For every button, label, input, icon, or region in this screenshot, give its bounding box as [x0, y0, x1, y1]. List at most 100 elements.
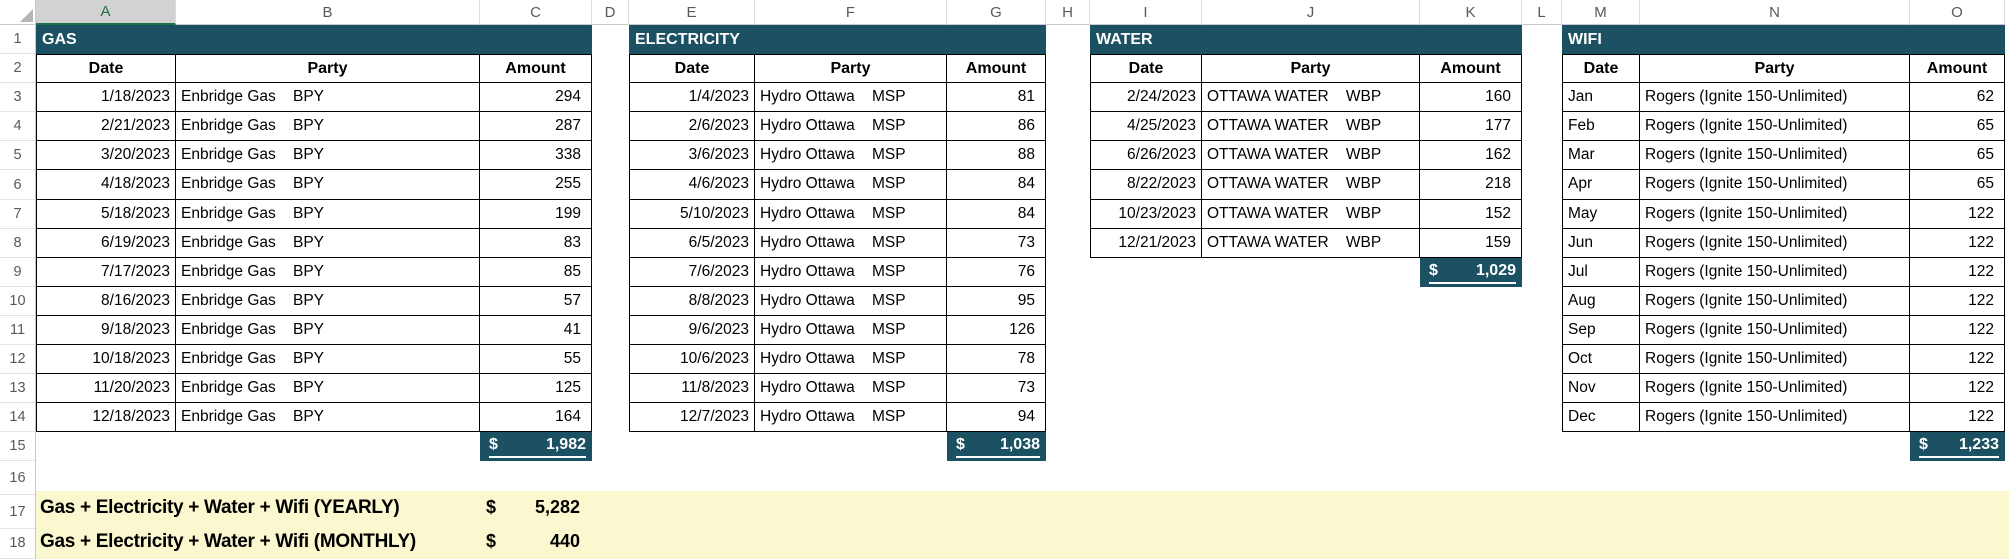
column-header[interactable]: O	[1910, 0, 2005, 25]
month-cell[interactable]: Oct	[1562, 345, 1640, 375]
amount-cell[interactable]: 160	[1420, 83, 1522, 113]
row-header[interactable]: 4	[0, 112, 35, 142]
amount-cell[interactable]: 65	[1910, 170, 2005, 200]
row-header[interactable]: 1	[0, 25, 35, 55]
party-cell[interactable]: Hydro Ottawa MSP	[755, 345, 947, 375]
month-cell[interactable]: Jan	[1562, 83, 1640, 113]
amount-cell[interactable]: 199	[480, 199, 592, 229]
wifi-total-cell[interactable]: $ 1,233	[1910, 432, 2005, 462]
date-cell[interactable]: 5/10/2023	[629, 199, 755, 229]
gas-header-amount[interactable]: Amount	[480, 54, 592, 84]
month-cell[interactable]: Jun	[1562, 228, 1640, 258]
amount-cell[interactable]: 84	[947, 199, 1046, 229]
party-cell[interactable]: Hydro Ottawa MSP	[755, 228, 947, 258]
column-header[interactable]: K	[1420, 0, 1522, 25]
date-cell[interactable]: 1/18/2023	[36, 83, 176, 113]
column-header[interactable]: B	[176, 0, 480, 25]
wifi-header-party[interactable]: Party	[1640, 54, 1910, 84]
party-cell[interactable]: Hydro Ottawa MSP	[755, 315, 947, 346]
amount-cell[interactable]: 152	[1420, 199, 1522, 229]
amount-cell[interactable]: 122	[1910, 315, 2005, 346]
party-cell[interactable]: Rogers (Ignite 150-Unlimited)	[1640, 199, 1910, 229]
amount-cell[interactable]: 95	[947, 286, 1046, 316]
party-cell[interactable]: Hydro Ottawa MSP	[755, 403, 947, 433]
amount-cell[interactable]: 65	[1910, 112, 2005, 142]
date-cell[interactable]: 4/25/2023	[1090, 112, 1202, 142]
amount-cell[interactable]: 126	[947, 315, 1046, 346]
amount-cell[interactable]: 57	[480, 286, 592, 316]
row-header[interactable]: 11	[0, 315, 35, 346]
row-header[interactable]: 3	[0, 83, 35, 113]
row-header[interactable]: 10	[0, 286, 35, 316]
electricity-total-cell[interactable]: $ 1,038	[947, 432, 1046, 462]
amount-cell[interactable]: 41	[480, 315, 592, 346]
party-cell[interactable]: Rogers (Ignite 150-Unlimited)	[1640, 374, 1910, 404]
amount-cell[interactable]: 338	[480, 141, 592, 171]
row-header[interactable]: 18	[0, 529, 35, 559]
party-cell[interactable]: Hydro Ottawa MSP	[755, 374, 947, 404]
column-header[interactable]: D	[592, 0, 629, 25]
water-header-party[interactable]: Party	[1202, 54, 1420, 84]
date-cell[interactable]: 8/22/2023	[1090, 170, 1202, 200]
party-cell[interactable]: Rogers (Ignite 150-Unlimited)	[1640, 170, 1910, 200]
party-cell[interactable]: Hydro Ottawa MSP	[755, 112, 947, 142]
column-header[interactable]: J	[1202, 0, 1420, 25]
amount-cell[interactable]: 255	[480, 170, 592, 200]
party-cell[interactable]: Hydro Ottawa MSP	[755, 257, 947, 287]
column-header[interactable]: F	[755, 0, 947, 25]
amount-cell[interactable]: 122	[1910, 199, 2005, 229]
month-cell[interactable]: Aug	[1562, 286, 1640, 316]
water-header-amount[interactable]: Amount	[1420, 54, 1522, 84]
row-header[interactable]: 7	[0, 199, 35, 229]
month-cell[interactable]: Mar	[1562, 141, 1640, 171]
column-header[interactable]: L	[1522, 0, 1562, 25]
amount-cell[interactable]: 84	[947, 170, 1046, 200]
party-cell[interactable]: Rogers (Ignite 150-Unlimited)	[1640, 257, 1910, 287]
party-cell[interactable]: Enbridge Gas BPY	[176, 257, 480, 287]
party-cell[interactable]: Rogers (Ignite 150-Unlimited)	[1640, 286, 1910, 316]
date-cell[interactable]: 10/23/2023	[1090, 199, 1202, 229]
month-cell[interactable]: Apr	[1562, 170, 1640, 200]
month-cell[interactable]: Nov	[1562, 374, 1640, 404]
party-cell[interactable]: Enbridge Gas BPY	[176, 141, 480, 171]
electricity-header-amount[interactable]: Amount	[947, 54, 1046, 84]
date-cell[interactable]: 7/6/2023	[629, 257, 755, 287]
date-cell[interactable]: 2/21/2023	[36, 112, 176, 142]
amount-cell[interactable]: 122	[1910, 228, 2005, 258]
date-cell[interactable]: 7/17/2023	[36, 257, 176, 287]
party-cell[interactable]: OTTAWA WATER WBP	[1202, 199, 1420, 229]
summary-value-cell[interactable]: $ 440	[480, 531, 592, 552]
date-cell[interactable]: 4/18/2023	[36, 170, 176, 200]
party-cell[interactable]: Enbridge Gas BPY	[176, 374, 480, 404]
date-cell[interactable]: 12/21/2023	[1090, 228, 1202, 258]
gas-table-title[interactable]: GAS	[36, 25, 592, 55]
amount-cell[interactable]: 76	[947, 257, 1046, 287]
column-header[interactable]: H	[1046, 0, 1090, 25]
amount-cell[interactable]: 162	[1420, 141, 1522, 171]
amount-cell[interactable]: 164	[480, 403, 592, 433]
amount-cell[interactable]: 73	[947, 228, 1046, 258]
select-all-corner[interactable]	[0, 0, 36, 25]
summary-value-cell[interactable]: $ 5,282	[480, 497, 592, 518]
month-cell[interactable]: May	[1562, 199, 1640, 229]
party-cell[interactable]: Enbridge Gas BPY	[176, 228, 480, 258]
amount-cell[interactable]: 88	[947, 141, 1046, 171]
amount-cell[interactable]: 122	[1910, 257, 2005, 287]
party-cell[interactable]: Enbridge Gas BPY	[176, 112, 480, 142]
column-header[interactable]: A	[36, 0, 176, 25]
party-cell[interactable]: Enbridge Gas BPY	[176, 286, 480, 316]
column-header[interactable]: I	[1090, 0, 1202, 25]
party-cell[interactable]: Rogers (Ignite 150-Unlimited)	[1640, 112, 1910, 142]
party-cell[interactable]: OTTAWA WATER WBP	[1202, 228, 1420, 258]
row-header[interactable]: 15	[0, 432, 35, 462]
amount-cell[interactable]: 73	[947, 374, 1046, 404]
column-header[interactable]: E	[629, 0, 755, 25]
date-cell[interactable]: 9/18/2023	[36, 315, 176, 346]
column-header[interactable]: C	[480, 0, 592, 25]
row-header[interactable]: 12	[0, 345, 35, 375]
party-cell[interactable]: Enbridge Gas BPY	[176, 199, 480, 229]
amount-cell[interactable]: 294	[480, 83, 592, 113]
amount-cell[interactable]: 287	[480, 112, 592, 142]
party-cell[interactable]: Rogers (Ignite 150-Unlimited)	[1640, 345, 1910, 375]
month-cell[interactable]: Dec	[1562, 403, 1640, 433]
